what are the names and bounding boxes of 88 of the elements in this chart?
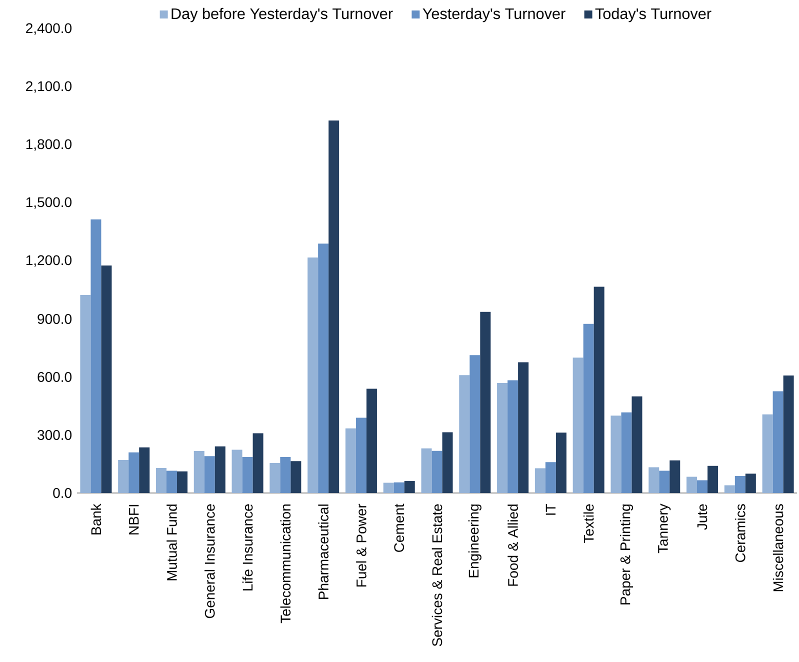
bar [394,482,404,494]
x-tick-label: Fuel & Power [356,504,366,587]
x-tick-label: Bank [90,504,102,534]
bar [308,258,318,494]
bar [80,295,91,494]
x-tick-label: Textile [583,504,594,543]
bar [697,480,708,494]
x-tick-label: Miscellaneous [772,504,784,592]
x-tick-label: Ceramics [735,504,746,562]
y-tick-label: 2,100.0 [26,81,72,93]
y-tick-label: 900.0 [38,314,72,324]
bar [194,451,204,494]
bar [442,432,453,494]
x-tick-label: Pharmaceutical [318,504,328,599]
bar [118,460,129,494]
bar [101,265,112,494]
x-tick-label: Life Insurance [242,504,253,590]
bar [659,470,670,494]
bar [545,462,556,494]
bar [459,375,470,494]
bar [242,457,253,494]
bar [204,456,215,494]
bar [404,481,415,494]
bar [508,380,518,494]
bar [480,312,491,494]
bar [270,463,280,494]
bar [670,460,680,494]
bar [432,450,442,494]
bar [724,485,735,494]
bar [280,457,291,494]
x-tick-label: NBFI [129,504,139,534]
bar [772,391,784,494]
bar [156,468,166,494]
y-tick-label: 0.0 [53,488,72,498]
bar [232,450,242,494]
bar [366,388,377,494]
bar [290,461,302,494]
x-tick-label: Food & Allied [508,504,518,586]
bar [328,120,340,494]
bar [518,362,529,494]
bar [345,428,356,494]
bar [621,412,632,494]
bar [745,474,756,494]
x-tick-label: General Insurance [204,504,215,618]
bar [90,219,102,494]
bar [166,470,177,494]
x-tick-label: Telecommunication [280,504,291,624]
bar [648,467,660,494]
y-tick-label: 1,500.0 [26,197,72,209]
y-tick-label: 1,200.0 [26,255,72,267]
x-tick-label: Jute [697,504,708,530]
bar [594,286,604,494]
bar [356,418,366,494]
bar [139,447,150,494]
y-tick-label: 600.0 [38,372,72,382]
legend-label: Day before Yesterday's Turnover [172,8,393,22]
bar [686,476,698,494]
bar [572,358,584,494]
bar [318,244,329,494]
x-tick-label: Tannery [658,504,671,554]
bar [470,355,480,494]
bar [762,414,773,494]
bar [708,466,718,494]
bar [421,448,432,494]
bar [632,396,642,494]
bar [783,375,794,494]
bar [497,382,508,494]
bar [734,476,746,494]
y-tick-label: 2,400.0 [26,23,72,35]
x-tick-label: Paper & Printing [620,504,634,604]
x-tick-label: IT [546,504,556,515]
bar [556,432,566,494]
bar [252,433,264,494]
y-tick-label: 1,800.0 [26,139,72,151]
x-tick-label: Engineering [468,504,482,578]
bar [214,446,226,494]
x-tick-label: Services & Real Estate [432,504,442,646]
y-tick-label: 300.0 [38,430,72,440]
x-tick-label: Cement [394,504,404,552]
bar [610,416,622,494]
bar [177,471,188,494]
x-tick-label: Mutual Fund [166,504,177,580]
bar [383,482,394,494]
bar [128,452,140,494]
legend-label: Yesterday's Turnover [422,8,566,22]
bar [583,324,594,494]
legend-label: Today's Turnover [595,8,712,22]
bar [534,468,546,494]
